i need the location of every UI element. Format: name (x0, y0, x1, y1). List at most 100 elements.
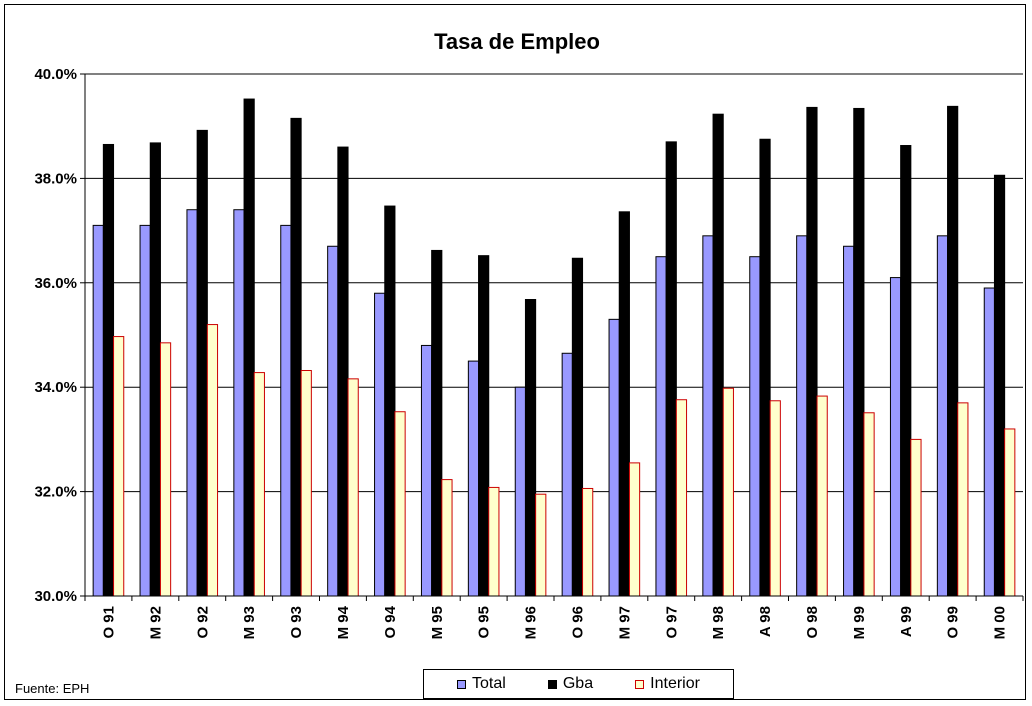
bar-interior-m98 (722, 387, 734, 597)
bars (92, 98, 1016, 597)
bar-interior-m95 (441, 479, 453, 597)
legend-swatch-total (457, 679, 467, 689)
bar-total-o94 (374, 292, 386, 597)
bar-gba-o95 (478, 255, 490, 597)
bar-total-o92 (186, 209, 198, 597)
bar-interior-o91 (113, 336, 125, 597)
x-tick-label: O 95 (476, 606, 493, 639)
x-tick-label: O 93 (288, 606, 305, 639)
x-tick-label: M 98 (710, 606, 727, 639)
y-tick-label: 40.0% (34, 66, 77, 83)
bar-gba-o91 (102, 143, 115, 597)
x-tick-label: M 95 (429, 606, 446, 639)
legend-item-interior: Interior (635, 675, 700, 693)
y-tick-label: 32.0% (34, 484, 77, 501)
x-tick-label: M 94 (335, 605, 352, 639)
x-tick-label: O 99 (945, 606, 962, 639)
bar-total-o93 (280, 224, 292, 597)
bar-total-o98 (796, 235, 808, 597)
bar-interior-m93 (253, 372, 265, 597)
bar-gba-m95 (431, 249, 443, 597)
x-tick-label: M 97 (616, 606, 633, 639)
bar-interior-o99 (957, 402, 969, 597)
y-tick-label: 36.0% (34, 275, 77, 292)
bar-interior-a98 (769, 400, 781, 597)
bar-total-o97 (655, 256, 667, 597)
bar-interior-m92 (159, 342, 172, 597)
bar-interior-m97 (628, 462, 641, 597)
y-tick-label: 30.0% (34, 588, 77, 605)
bar-total-o96 (561, 352, 573, 597)
x-tick-label: A 99 (898, 606, 915, 637)
legend: Total Gba Interior (423, 669, 734, 699)
bar-total-o99 (936, 235, 949, 597)
bar-interior-o94 (394, 411, 406, 597)
bar-total-o91 (92, 224, 104, 597)
y-tick-label: 34.0% (34, 379, 77, 396)
bar-interior-o92 (206, 324, 219, 597)
bar-gba-o93 (290, 117, 302, 597)
gridlines (80, 73, 1023, 597)
x-tick-label: O 91 (100, 606, 117, 639)
bar-interior-m94 (347, 378, 359, 597)
legend-swatch-interior (635, 679, 645, 689)
bar-total-m97 (608, 318, 620, 597)
bar-total-m00 (983, 287, 995, 597)
x-tick-label: M 96 (523, 606, 540, 639)
bar-gba-m92 (149, 142, 161, 597)
bar-chart: Tasa de Empleo 30.0% 32.0% 34.0% 36.0% 38.0%… (34, 29, 1024, 639)
legend-item-gba: Gba (547, 675, 594, 693)
bar-interior-o98 (816, 395, 828, 597)
x-tick-label: O 92 (194, 606, 211, 639)
bar-gba-o99 (947, 105, 959, 597)
x-tick-label: O 97 (663, 606, 680, 639)
x-tick-label: O 94 (382, 605, 399, 638)
bar-interior-m96 (535, 493, 547, 597)
bar-total-m94 (327, 245, 339, 597)
bar-gba-m96 (524, 299, 537, 597)
bar-total-m99 (843, 245, 855, 597)
legend-label-interior: Interior (650, 675, 700, 692)
bar-total-a99 (889, 277, 902, 597)
axes (84, 74, 1024, 601)
bar-gba-m93 (243, 98, 255, 597)
legend-label-total: Total (472, 675, 506, 692)
legend-swatch-gba (547, 679, 557, 689)
bar-gba-o98 (806, 106, 818, 597)
bar-total-m92 (139, 224, 151, 597)
bar-interior-m00 (1004, 428, 1016, 597)
bar-total-m95 (420, 344, 433, 597)
x-tick-label: O 96 (569, 606, 586, 639)
legend-item-total: Total (457, 675, 506, 693)
bar-total-m96 (514, 386, 526, 597)
bar-interior-o95 (488, 486, 500, 597)
bar-interior-o97 (675, 399, 688, 597)
bar-gba-m94 (337, 146, 349, 597)
y-tick-label: 38.0% (34, 170, 77, 187)
x-tick-label: M 00 (992, 606, 1009, 639)
x-tick-label: M 99 (851, 606, 868, 639)
bar-interior-a99 (910, 438, 922, 597)
legend-label-gba: Gba (562, 675, 594, 692)
bar-gba-a98 (759, 138, 771, 597)
x-tick-label: M 93 (241, 606, 258, 639)
bar-gba-o94 (384, 205, 396, 597)
bar-gba-o96 (571, 257, 584, 597)
chart-frame: Tasa de Empleo 30.0% 32.0% 34.0% 36.0% 38.0%… (4, 4, 1026, 700)
y-axis-ticks: 30.0% 32.0% 34.0% 36.0% 38.0% 40.0% (34, 66, 77, 605)
chart-title: Tasa de Empleo (434, 29, 600, 54)
bar-interior-m99 (863, 412, 875, 597)
bar-interior-o93 (300, 369, 312, 597)
x-tick-label: M 92 (147, 606, 164, 639)
bar-gba-o92 (196, 129, 208, 597)
bar-gba-a99 (900, 145, 912, 597)
bar-total-m93 (233, 209, 245, 597)
bar-total-o95 (467, 360, 480, 597)
bar-gba-m98 (712, 113, 724, 597)
x-axis-ticks: O 91 M 92 O 92 M 93 O 93 M 94 O 94 M 95 O 95 M 96… (100, 605, 1008, 639)
x-tick-label: O 98 (804, 606, 821, 639)
bar-total-m98 (702, 235, 714, 597)
bar-gba-m97 (618, 211, 630, 597)
bar-gba-m99 (853, 107, 865, 597)
bar-gba-o97 (665, 141, 677, 597)
